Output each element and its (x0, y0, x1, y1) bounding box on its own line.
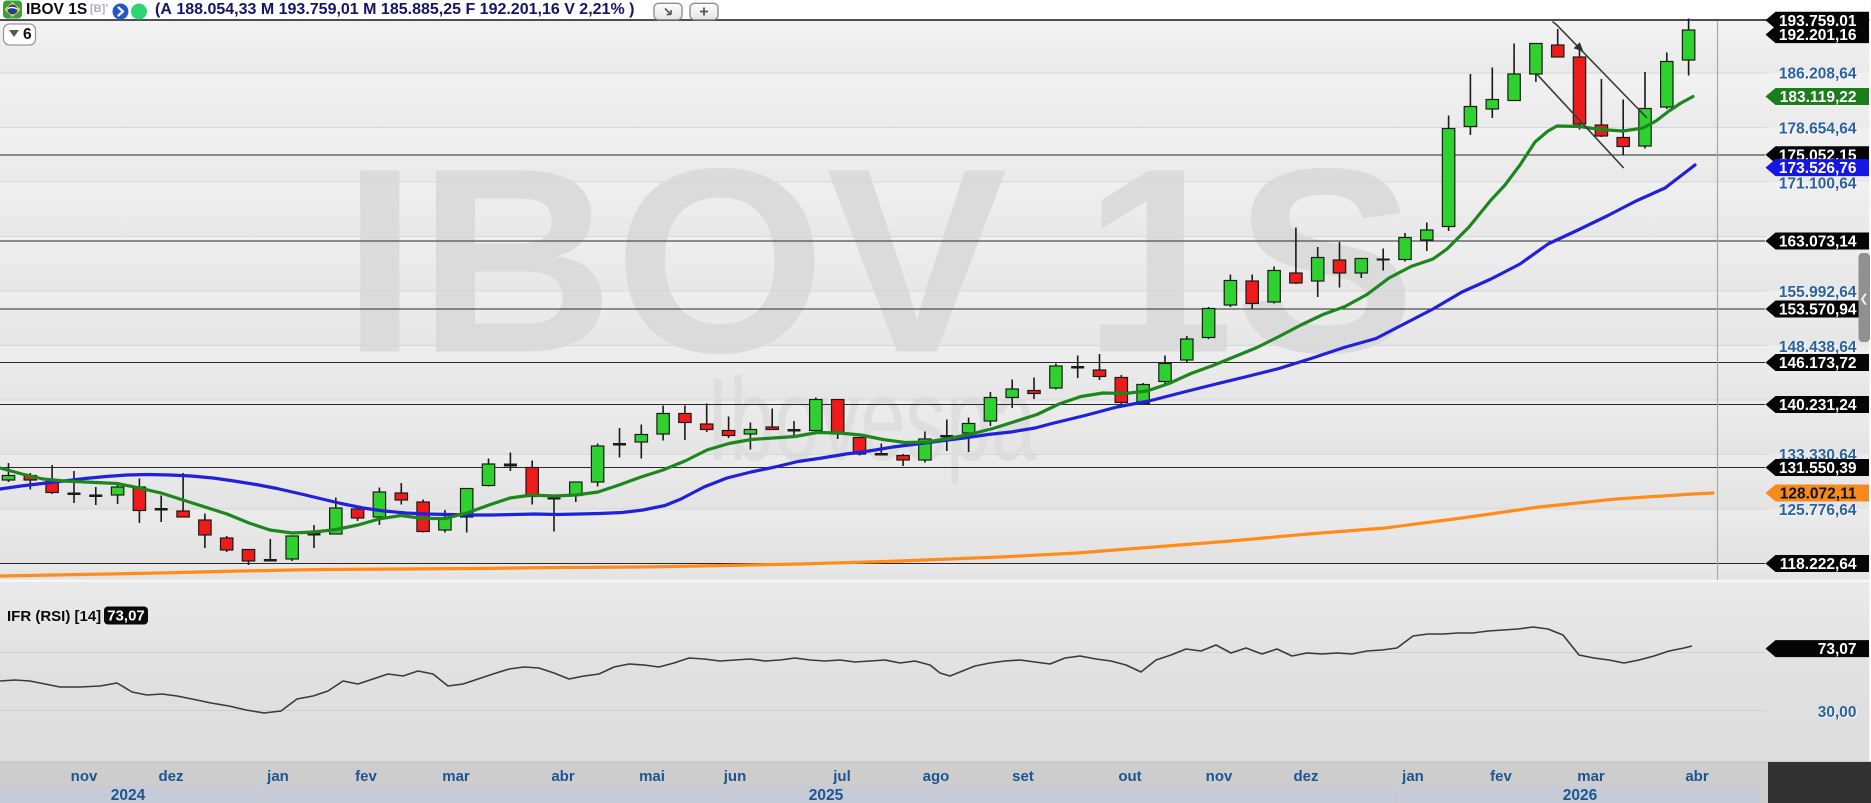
svg-text:73,07: 73,07 (1818, 641, 1857, 658)
svg-text:IFR (RSI) [14]: IFR (RSI) [14] (7, 608, 101, 625)
svg-text:6: 6 (23, 26, 32, 43)
svg-text:❮: ❮ (1859, 293, 1868, 305)
svg-text:mai: mai (639, 768, 665, 785)
svg-text:IBOV 1S: IBOV 1S (342, 114, 1416, 408)
svg-text:fev: fev (1490, 768, 1512, 785)
svg-text:set: set (1012, 768, 1034, 785)
svg-text:140.231,24: 140.231,24 (1779, 397, 1857, 414)
svg-text:146.173,72: 146.173,72 (1779, 355, 1857, 372)
svg-text:dez: dez (1293, 768, 1318, 785)
svg-text:178.654,64: 178.654,64 (1779, 121, 1857, 138)
svg-text:ago: ago (923, 768, 950, 785)
svg-text:jan: jan (266, 768, 289, 785)
svg-text:155.992,64: 155.992,64 (1779, 284, 1857, 301)
svg-text:jan: jan (1401, 768, 1424, 785)
svg-text:173.526,76: 173.526,76 (1779, 160, 1857, 177)
svg-text:186.208,64: 186.208,64 (1779, 66, 1857, 83)
svg-text:fev: fev (355, 768, 377, 785)
svg-text:abr: abr (1685, 768, 1709, 785)
svg-text:171.100,64: 171.100,64 (1779, 175, 1857, 192)
svg-text:out: out (1118, 768, 1141, 785)
svg-text:Ibovespa: Ibovespa (707, 354, 1037, 486)
svg-text:128.072,11: 128.072,11 (1780, 486, 1857, 503)
svg-text:jun: jun (723, 768, 747, 785)
svg-text:73,07: 73,07 (107, 608, 145, 625)
svg-text:125.776,64: 125.776,64 (1779, 502, 1857, 519)
svg-text:193.759,01: 193.759,01 (1779, 13, 1857, 30)
svg-text:118.222,64: 118.222,64 (1780, 556, 1857, 573)
svg-text:192.201,16: 192.201,16 (1779, 27, 1857, 44)
svg-text:abr: abr (551, 768, 575, 785)
svg-text:nov: nov (1206, 768, 1233, 785)
svg-text:163.073,14: 163.073,14 (1779, 234, 1857, 251)
svg-text:183.119,22: 183.119,22 (1780, 89, 1857, 106)
svg-text:jul: jul (832, 768, 851, 785)
svg-text:2024: 2024 (111, 787, 146, 803)
svg-text:2026: 2026 (1563, 787, 1598, 803)
svg-text:131.550,39: 131.550,39 (1779, 460, 1857, 477)
svg-text:153.570,94: 153.570,94 (1779, 302, 1857, 319)
svg-text:30,00: 30,00 (1818, 704, 1857, 721)
svg-text:dez: dez (158, 768, 183, 785)
svg-text:mar: mar (442, 768, 470, 785)
svg-text:mar: mar (1577, 768, 1605, 785)
svg-text:nov: nov (71, 768, 98, 785)
svg-text:148.438,64: 148.438,64 (1779, 339, 1857, 356)
svg-text:2025: 2025 (809, 787, 844, 803)
